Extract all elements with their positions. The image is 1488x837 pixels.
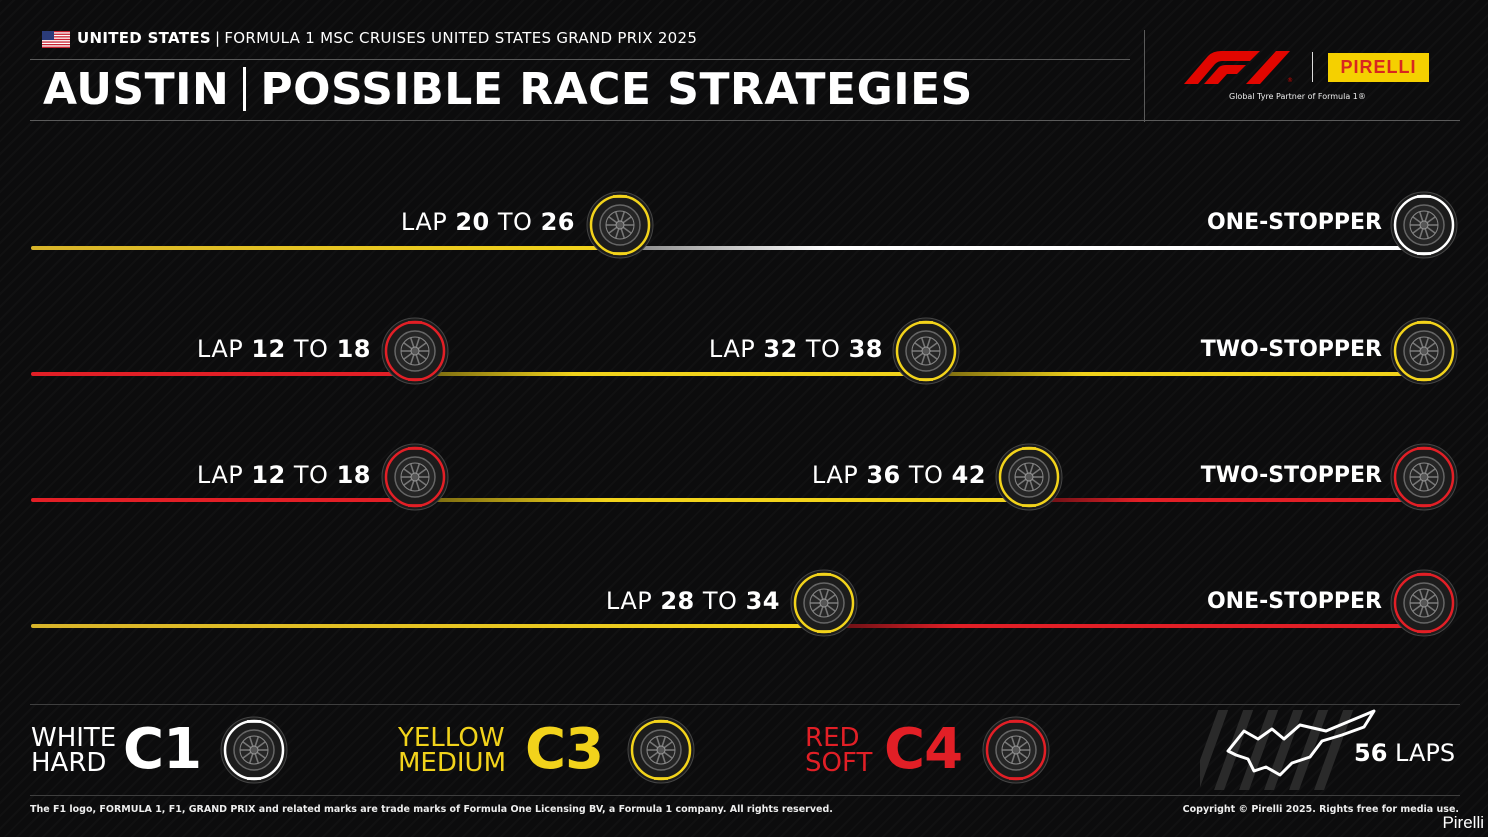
- image-credit: Pirelli: [1442, 813, 1484, 832]
- title-label: POSSIBLE RACE STRATEGIES: [260, 64, 973, 115]
- pit-window-label: LAP 20 TO 26: [400, 208, 575, 236]
- tyre-icon: [381, 317, 449, 385]
- pirelli-logo: PIRELLI: [1328, 53, 1429, 82]
- divider: [30, 704, 1460, 705]
- tyre-icon: [586, 191, 654, 259]
- race-laps: 56 LAPS: [1354, 739, 1456, 767]
- tyre-icon: [627, 716, 695, 784]
- tyre-icon: [1390, 317, 1458, 385]
- stint-line: [940, 372, 1420, 376]
- stint-line: [430, 372, 910, 376]
- divider: [1312, 52, 1313, 82]
- tyre-icon: [1390, 443, 1458, 511]
- tyre-icon: [1390, 569, 1458, 637]
- pit-window-label: LAP 36 TO 42: [811, 461, 986, 489]
- stint-line: [430, 498, 1015, 502]
- pit-window-label: LAP 32 TO 38: [708, 335, 883, 363]
- stint-line: [31, 372, 401, 376]
- tyre-icon: [790, 569, 858, 637]
- legend-soft-name: RED SOFT: [805, 723, 873, 778]
- tyre-icon: [995, 443, 1063, 511]
- legend-medium-code: C3: [525, 717, 604, 782]
- pit-window-label: LAP 12 TO 18: [196, 335, 371, 363]
- pit-window-label: LAP 28 TO 34: [605, 587, 780, 615]
- stint-line: [1045, 498, 1420, 502]
- page-title: AUSTIN POSSIBLE RACE STRATEGIES: [43, 64, 973, 117]
- legend-medium-name: YELLOW MEDIUM: [398, 723, 507, 778]
- tyre-icon: [892, 317, 960, 385]
- city-label: AUSTIN: [43, 64, 230, 115]
- strategy-name: TWO-STOPPER: [1200, 463, 1382, 488]
- country-label: UNITED STATES: [77, 29, 211, 47]
- f1-logo-icon: ®: [1184, 51, 1293, 84]
- strategy-name: TWO-STOPPER: [1200, 337, 1382, 362]
- circuit-map-icon: [1200, 709, 1376, 790]
- legend-soft-code: C4: [884, 717, 963, 782]
- stint-line: [840, 624, 1420, 628]
- stint-line: [630, 246, 1420, 250]
- divider: [30, 59, 1130, 60]
- divider: [30, 120, 1460, 121]
- partner-text: Global Tyre Partner of Formula 1®: [1229, 92, 1366, 101]
- stint-line: [31, 246, 601, 250]
- footer-trademark: The F1 logo, FORMULA 1, F1, GRAND PRIX a…: [30, 804, 833, 815]
- strategy-name: ONE-STOPPER: [1206, 210, 1382, 235]
- legend-hard-code: C1: [123, 717, 202, 782]
- event-subtitle: UNITED STATES | FORMULA 1 MSC CRUISES UNIT…: [77, 29, 698, 47]
- strategy-name: ONE-STOPPER: [1206, 589, 1382, 614]
- stint-line: [31, 624, 806, 628]
- tyre-icon: [220, 716, 288, 784]
- legend-hard-name: WHITE HARD: [31, 723, 117, 778]
- event-name: FORMULA 1 MSC CRUISES UNITED STATES GRAN…: [224, 29, 698, 47]
- us-flag-icon: [42, 31, 70, 48]
- footer-copyright: Copyright © Pirelli 2025. Rights free fo…: [1182, 804, 1459, 815]
- divider: [1144, 30, 1145, 122]
- pit-window-label: LAP 12 TO 18: [196, 461, 371, 489]
- stint-line: [31, 498, 401, 502]
- divider: [30, 795, 1460, 796]
- tyre-icon: [381, 443, 449, 511]
- svg-text:®: ®: [1287, 77, 1293, 84]
- tyre-icon: [982, 716, 1050, 784]
- tyre-icon: [1390, 191, 1458, 259]
